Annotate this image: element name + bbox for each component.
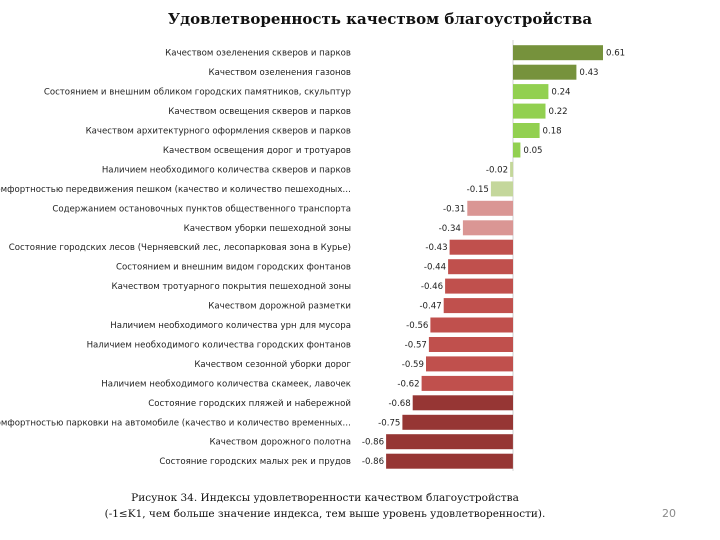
value-label-6: -0.02 [486,165,508,175]
value-label-13: -0.47 [419,302,441,312]
value-label-4: 0.18 [543,127,562,137]
category-label-20: Качеством дорожного полотна [209,438,351,448]
category-label-6: Наличием необходимого количества скверов… [102,165,351,175]
category-label-16: Качеством сезонной уборки дорог [194,360,351,370]
bar-0 [513,45,603,61]
bar-9 [462,220,514,236]
bar-7 [490,181,513,197]
bar-13 [443,298,513,314]
value-label-14: -0.56 [406,321,428,331]
category-label-21: Состояние городских малых рек и прудов [159,457,351,467]
category-label-11: Состоянием и внешним видом городских фон… [116,263,351,273]
value-label-16: -0.59 [402,360,424,370]
category-label-8: Содержанием остановочных пунктов обществ… [52,204,351,214]
category-label-7: Комфортностью передвижения пешком (качес… [0,185,351,195]
bar-10 [449,239,513,255]
page-number: 20 [662,507,676,520]
category-label-9: Качеством уборки пешеходной зоны [184,224,352,234]
category-label-2: Состоянием и внешним обликом городских п… [44,88,351,98]
bar-4 [513,123,540,138]
bar-18 [412,395,513,411]
value-label-15: -0.57 [405,341,427,351]
value-label-7: -0.15 [467,185,489,195]
bar-2 [513,84,549,100]
chart-title: Удовлетворенность качеством благоустройс… [167,10,593,28]
category-label-18: Состояние городских пляжей и набережной [148,399,351,409]
category-label-1: Качеством озеленения газонов [209,68,351,78]
value-label-21: -0.86 [362,457,384,467]
value-label-1: 0.43 [579,68,598,78]
value-label-3: 0.22 [549,107,568,117]
value-label-20: -0.86 [362,438,384,448]
category-label-17: Наличием необходимого количества скамеек… [101,379,351,389]
bar-15 [428,337,513,352]
value-label-10: -0.43 [425,243,447,253]
value-label-0: 0.61 [606,49,625,59]
value-label-8: -0.31 [443,204,465,214]
category-label-4: Качеством архитектурного оформления скве… [86,127,351,137]
figure-caption-line2: (-1≤K1, чем больше значение индекса, тем… [104,508,546,520]
bar-8 [467,200,513,216]
bar-19 [402,414,513,430]
category-label-15: Наличием необходимого количества городск… [87,341,351,351]
value-label-12: -0.46 [421,282,443,292]
bar-16 [426,356,513,372]
bar-17 [421,375,514,391]
bar-11 [448,259,513,275]
bar-6 [510,161,514,177]
bar-14 [430,317,513,333]
bar-5 [513,142,521,158]
figure-caption-line1: Рисунок 34. Индексы удовлетворенности ка… [131,492,519,504]
category-label-12: Качеством тротуарного покрытия пешеходно… [112,282,352,292]
category-label-19: Комфортностью парковки на автомобиле (ка… [0,418,351,428]
value-label-18: -0.68 [388,399,410,409]
value-label-2: 0.24 [551,88,570,98]
category-label-3: Качеством освещения скверов и парков [168,107,351,117]
category-label-5: Качеством освещения дорог и тротуаров [163,146,351,156]
bar-21 [386,453,513,469]
bar-20 [386,434,513,450]
category-label-13: Качеством дорожной разметки [208,302,351,312]
value-label-17: -0.62 [397,379,419,389]
category-label-0: Качеством озеленения скверов и парков [165,49,351,59]
bar-1 [513,64,577,80]
value-label-19: -0.75 [378,418,400,428]
value-label-11: -0.44 [424,263,446,273]
bar-3 [513,103,546,119]
value-label-9: -0.34 [439,224,461,234]
bar-chart: Качеством озеленения скверов и парков 0.6… [0,40,625,471]
category-label-10: Состояние городских лесов (Черняевский л… [9,243,351,253]
category-label-14: Наличием необходимого количества урн для… [110,321,351,331]
bar-12 [445,278,513,294]
value-label-5: 0.05 [523,146,542,156]
